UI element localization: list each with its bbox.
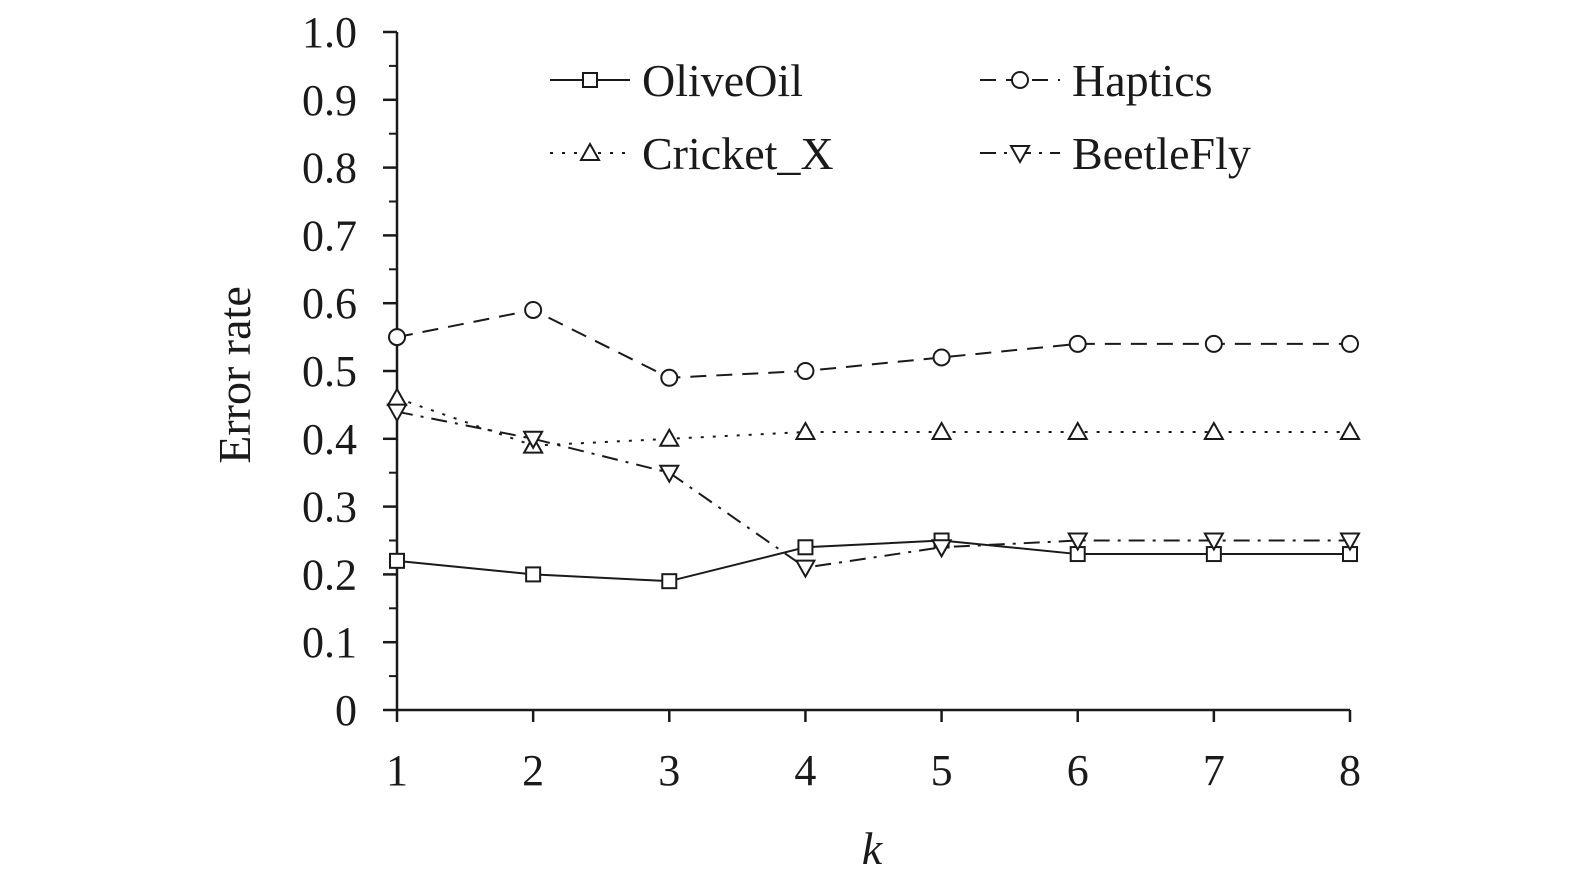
y-axis-title: Error rate xyxy=(209,286,260,464)
legend-item-oliveoil: OliveOil xyxy=(550,55,803,106)
y-tick-label: 0.2 xyxy=(302,550,357,599)
data-point-cricket-x xyxy=(930,420,953,441)
legend-label-beetlefly: BeetleFly xyxy=(1072,128,1251,179)
x-tick-label: 8 xyxy=(1339,746,1361,795)
x-tick-label: 6 xyxy=(1067,746,1089,795)
legend-marker-beetlefly xyxy=(1009,145,1031,165)
legend-marker-oliveoil xyxy=(582,72,598,88)
series-layer xyxy=(386,300,1361,590)
data-point-beetlefly xyxy=(658,464,680,484)
data-point-haptics xyxy=(524,300,543,319)
data-point-beetlefly xyxy=(794,559,817,579)
data-point-haptics xyxy=(1204,334,1223,353)
data-point-oliveoil xyxy=(661,573,678,590)
y-tick-label: 0.4 xyxy=(302,415,357,464)
y-tick-label: 1.0 xyxy=(302,8,357,57)
legend-label-haptics: Haptics xyxy=(1072,55,1213,106)
y-tick-label: 0.9 xyxy=(302,76,357,125)
legend-label-oliveoil: OliveOil xyxy=(642,55,803,106)
data-point-cricket-x xyxy=(386,387,408,407)
y-tick-label: 0.7 xyxy=(302,211,357,260)
axes: 0 0.1 0.2 0.3 0.4 0.5 0.6 0.7 0.8 0.9 1.0 1 2 3 4 5 6 7 8 xyxy=(302,8,1361,795)
y-tick-label: 0.8 xyxy=(302,144,357,193)
data-point-cricket-x xyxy=(1203,420,1225,441)
data-point-cricket-x xyxy=(1339,420,1361,441)
x-ticks: 1 2 3 4 5 6 7 8 xyxy=(386,710,1361,795)
data-point-oliveoil xyxy=(797,539,814,556)
data-point-beetlefly xyxy=(1203,532,1225,552)
y-ticks: 0 0.1 0.2 0.3 0.4 0.5 0.6 0.7 0.8 0.9 1.0 xyxy=(302,8,397,735)
x-tick-label: 3 xyxy=(658,746,680,795)
data-point-haptics xyxy=(660,368,679,387)
x-tick-label: 5 xyxy=(931,746,953,795)
x-tick-label: 2 xyxy=(522,746,544,795)
x-tick-label: 4 xyxy=(794,746,816,795)
data-point-beetlefly xyxy=(522,430,544,450)
y-tick-label: 0.6 xyxy=(302,279,357,328)
data-point-beetlefly xyxy=(1339,532,1361,552)
legend: OliveOil Haptics Cricket_X BeetleFly xyxy=(550,55,1251,179)
x-axis-title: k xyxy=(862,823,884,874)
data-point-haptics xyxy=(932,348,951,367)
data-point-cricket-x xyxy=(794,420,817,441)
data-point-cricket-x xyxy=(1067,420,1089,441)
data-point-cricket-x xyxy=(658,427,680,447)
data-point-oliveoil xyxy=(525,566,542,583)
series-haptics xyxy=(388,300,1359,387)
data-point-beetlefly xyxy=(386,403,408,423)
y-tick-label: 0.1 xyxy=(302,618,357,667)
series-line-haptics xyxy=(396,308,1350,379)
data-point-haptics xyxy=(1341,334,1359,353)
data-point-beetlefly xyxy=(1067,532,1089,552)
legend-item-haptics: Haptics xyxy=(980,55,1213,106)
y-tick-label: 0 xyxy=(335,686,357,735)
legend-label-cricket-x: Cricket_X xyxy=(642,128,834,179)
legend-marker-cricket-x xyxy=(579,141,601,161)
legend-marker-haptics xyxy=(1011,71,1029,89)
y-tick-label: 0.3 xyxy=(302,483,357,532)
series-line-oliveoil xyxy=(396,539,1350,583)
series-cricket-x xyxy=(386,387,1361,454)
series-beetlefly xyxy=(386,403,1361,579)
data-point-oliveoil xyxy=(389,552,405,569)
data-point-haptics xyxy=(1068,334,1087,353)
legend-item-beetlefly: BeetleFly xyxy=(980,128,1251,179)
data-point-haptics xyxy=(388,328,406,347)
x-tick-label: 7 xyxy=(1203,746,1225,795)
data-point-haptics xyxy=(796,362,815,380)
x-tick-label: 1 xyxy=(386,746,408,795)
data-point-beetlefly xyxy=(930,539,953,559)
y-tick-label: 0.5 xyxy=(302,347,357,396)
legend-item-cricket-x: Cricket_X xyxy=(550,128,834,179)
